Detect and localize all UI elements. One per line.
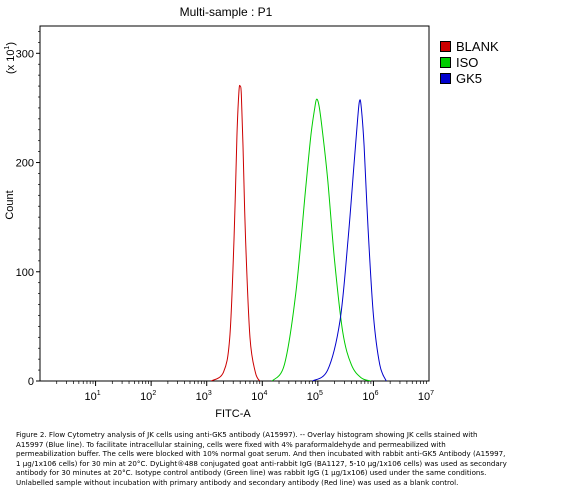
- y-tick-label: 100: [16, 267, 34, 279]
- x-tick-label: 102: [140, 390, 156, 403]
- legend-swatch: [440, 56, 451, 68]
- series-line-blank: [210, 84, 261, 381]
- caption-line: antibody for 30 minutes at 20°C. Isotype…: [16, 468, 487, 478]
- legend-item-blank: BLANK: [440, 38, 499, 54]
- histogram-series: [210, 84, 387, 381]
- caption-line: A15997 (Blue line). To facilitate intrac…: [16, 439, 446, 449]
- x-tick-label: 105: [307, 390, 323, 403]
- x-tick-label: 104: [251, 390, 267, 403]
- legend-swatch: [440, 40, 451, 52]
- histogram-chart: Multi-sample : P1 (x 101) Count FITC-A 0…: [4, 5, 434, 420]
- legend: BLANK ISO GK5: [440, 38, 499, 86]
- series-line-gk5: [312, 99, 387, 381]
- caption-line: permeabilization buffer. The cells were …: [16, 449, 506, 459]
- y-tick-label: 200: [16, 158, 34, 170]
- figure-caption: Figure 2. Flow Cytometry analysis of JK …: [16, 430, 556, 488]
- plot-area: [39, 25, 430, 382]
- y-tick-label: 300: [16, 48, 34, 60]
- x-axis-label: FITC-A: [215, 408, 251, 420]
- series-line-iso: [271, 98, 372, 381]
- legend-label: ISO: [456, 54, 479, 70]
- x-tick-label: 101: [84, 390, 100, 403]
- chart-title: Multi-sample : P1: [180, 5, 273, 19]
- legend-label: BLANK: [456, 38, 499, 54]
- y-tick-label: 0: [28, 376, 34, 388]
- y-axis-label: Count: [4, 190, 16, 219]
- x-tick-label: 107: [418, 390, 434, 403]
- caption-line: Unlabelled sample without incubation wit…: [16, 477, 459, 487]
- caption-line: 1 µg/1x106 cells) for 30 min at 20°C. Dy…: [16, 458, 507, 468]
- caption-line: Figure 2. Flow Cytometry analysis of JK …: [16, 430, 478, 439]
- x-tick-label: 106: [362, 390, 378, 403]
- x-tick-label: 103: [196, 390, 212, 403]
- legend-label: GK5: [456, 70, 483, 86]
- y-axis-ticks: 0 100 200 300: [16, 31, 40, 388]
- legend-item-iso: ISO: [440, 54, 499, 70]
- legend-swatch: [440, 72, 451, 84]
- y-multiplier-label: (x 101): [4, 42, 17, 74]
- legend-item-gk5: GK5: [440, 70, 499, 86]
- x-axis-ticks: 101 102 103 104 105 106 107: [56, 381, 434, 403]
